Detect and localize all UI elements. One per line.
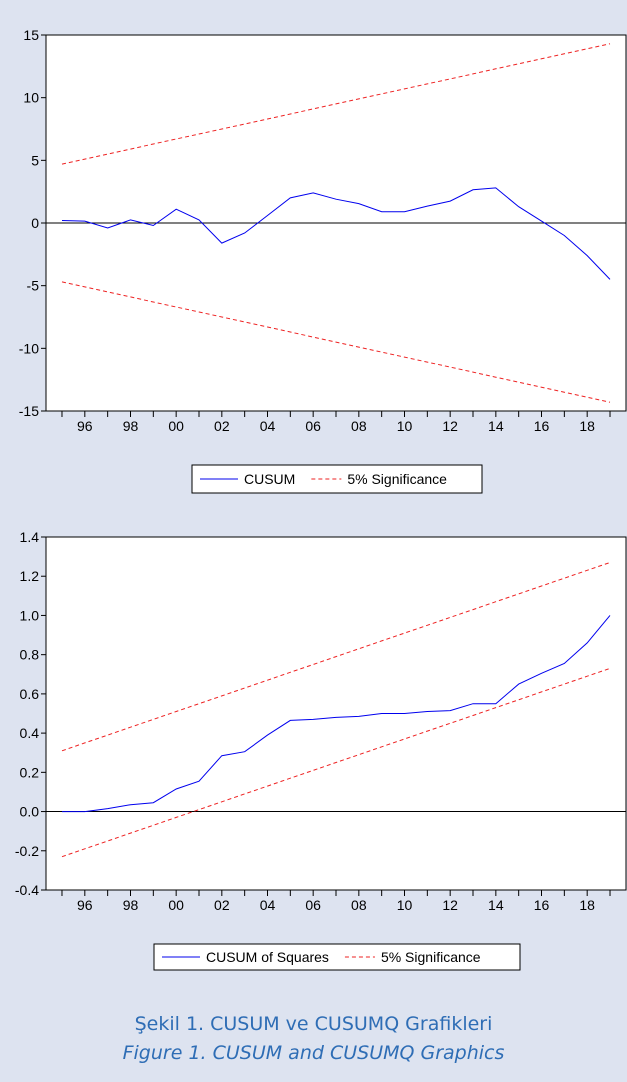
x-tick-label: 02 — [214, 418, 230, 434]
y-tick-label: 10 — [23, 90, 39, 106]
plot-area — [45, 536, 627, 891]
x-tick-label: 14 — [488, 418, 504, 434]
y-tick-label: 0.2 — [20, 764, 40, 780]
x-tick-label: 04 — [260, 897, 276, 913]
x-tick-label: 98 — [123, 418, 139, 434]
lower-significance-line — [61, 667, 611, 858]
x-tick-label: 96 — [77, 897, 93, 913]
x-tick-label: 08 — [351, 418, 367, 434]
y-tick-label: 0 — [31, 215, 39, 231]
y-tick-label: 1.0 — [20, 607, 40, 623]
x-tick-label: 00 — [168, 897, 184, 913]
y-tick-label: -0.2 — [15, 843, 39, 859]
x-tick-label: 12 — [442, 897, 458, 913]
x-tick-label: 06 — [305, 897, 321, 913]
legend-label: CUSUM — [244, 471, 295, 487]
chart-2: -0.4 -0.2 0.0 0.2 0.4 0.6 0.8 1.0 1.2 1.4 96 98 00 02… — [4, 520, 627, 997]
legend: CUSUM of Squares 5% Significance — [153, 943, 521, 971]
x-tick-label: 02 — [214, 897, 230, 913]
y-tick-label: -0.4 — [15, 882, 39, 898]
x-tick-label: 16 — [534, 897, 550, 913]
y-tick-label: 5 — [31, 152, 39, 168]
x-tick-label: 18 — [579, 418, 595, 434]
y-tick-label: 0.0 — [20, 804, 40, 820]
legend-label: 5% Significance — [381, 949, 481, 965]
x-tick-label: 16 — [534, 418, 550, 434]
legend-label: CUSUM of Squares — [206, 949, 329, 965]
legend-label: 5% Significance — [347, 471, 447, 487]
cusum-of-squares-line — [62, 615, 611, 813]
legend-box — [153, 943, 521, 971]
x-tick-label: 96 — [77, 418, 93, 434]
y-tick-label: 0.6 — [20, 686, 40, 702]
chart-1: -15 -10 -5 0 5 10 15 96 98 00 02 04 06 08 10 12 14 16 18 CU… — [4, 4, 627, 501]
x-tick-label: 12 — [442, 418, 458, 434]
cusum-line — [61, 187, 611, 280]
5-significance-line — [61, 562, 611, 752]
x-tick-label: 10 — [397, 418, 413, 434]
legend-box — [191, 464, 483, 494]
legend: CUSUM 5% Significance — [191, 464, 483, 494]
y-tick-label: 1.4 — [20, 529, 40, 545]
x-tick-label: 04 — [260, 418, 276, 434]
x-tick-label: 00 — [168, 418, 184, 434]
y-tick-label: -5 — [27, 278, 40, 294]
x-tick-label: 98 — [123, 897, 139, 913]
x-tick-label: 06 — [305, 418, 321, 434]
y-tick-label: 0.8 — [20, 647, 40, 663]
caption-turkish: Şekil 1. CUSUM ve CUSUMQ Grafikleri — [134, 1013, 493, 1035]
y-tick-label: -10 — [19, 340, 39, 356]
y-tick-label: 0.4 — [20, 725, 40, 741]
lower-significance-line — [61, 281, 611, 403]
y-tick-label: 15 — [23, 27, 39, 43]
y-tick-label: 1.2 — [20, 568, 40, 584]
x-tick-label: 14 — [488, 897, 504, 913]
x-tick-label: 08 — [351, 897, 367, 913]
caption-english: Figure 1. CUSUM and CUSUMQ Graphics — [122, 1042, 505, 1064]
y-tick-label: -15 — [19, 403, 39, 419]
5-significance-line — [61, 43, 611, 165]
x-tick-label: 18 — [579, 897, 595, 913]
x-tick-label: 10 — [397, 897, 413, 913]
